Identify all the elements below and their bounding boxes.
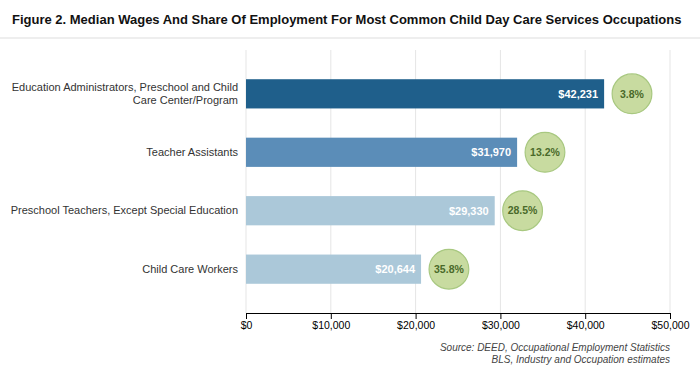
grid: [246, 50, 670, 313]
share-circle: [429, 249, 469, 289]
tick-label: $40,000: [567, 319, 605, 331]
chart: Figure 2. Median Wages And Share Of Empl…: [0, 0, 700, 375]
share-label: 3.8%: [620, 88, 645, 100]
tick: Education Administrators, Preschool and …: [12, 81, 238, 106]
share-circle: [525, 132, 565, 172]
title: Figure 2. Median Wages And Share Of Empl…: [12, 12, 681, 27]
tick-mark: [585, 313, 586, 319]
tick-mark: [331, 313, 332, 319]
data-label: $29,330: [449, 205, 489, 217]
share-circle: [612, 74, 652, 114]
share-circle: [503, 191, 543, 231]
tick-label: $30,000: [482, 319, 520, 331]
plot: $20,644 $29,330 $31,970 $42,231 35.8% 28.5% 13…: [11, 50, 690, 331]
labels: $20,644 $29,330 $31,970 $42,231 35.8% 28.5% 13…: [375, 88, 644, 276]
tick-label: Teacher Assistants: [146, 146, 238, 158]
x-axis: $0 $10,000 $20,000 $30,000 $40,000 $50,000: [241, 313, 690, 331]
data-label: $20,644: [375, 263, 416, 275]
share-label: 28.5%: [508, 204, 538, 216]
tick: $10,000: [312, 313, 350, 331]
tick: $0: [241, 313, 253, 331]
tick-mark: [416, 313, 417, 319]
tick-label: $10,000: [312, 319, 350, 331]
tick-label: $20,000: [397, 319, 435, 331]
tick-label: $0: [241, 319, 253, 331]
divider: [0, 38, 700, 39]
tick: Preschool Teachers, Except Special Educa…: [11, 204, 238, 216]
bar: [246, 255, 421, 284]
source: Source: DEED, Occupational Employment St…: [440, 342, 670, 365]
bar: [246, 138, 517, 167]
tick: Teacher Assistants: [146, 146, 238, 158]
tick-label: $50,000: [652, 319, 690, 331]
tick-label: Preschool Teachers, Except Special Educa…: [11, 204, 238, 216]
share-label: 35.8%: [434, 263, 464, 275]
data-label: $31,970: [471, 146, 511, 158]
tick: $40,000: [567, 313, 605, 331]
tick: Child Care Workers: [142, 263, 238, 275]
tick-mark: [500, 313, 501, 319]
tick: $30,000: [482, 313, 520, 331]
share-label: 13.2%: [530, 146, 560, 158]
tick: $50,000: [652, 313, 690, 331]
tick: $20,000: [397, 313, 435, 331]
bar: [246, 196, 495, 225]
tick-mark: [246, 313, 247, 319]
bar: [246, 79, 604, 108]
tick-label: Education Administrators, Preschool and …: [12, 81, 238, 106]
marks: [246, 74, 652, 289]
tick-label: Child Care Workers: [142, 263, 238, 275]
data-label: $42,231: [558, 88, 598, 100]
tick-mark: [670, 313, 671, 319]
grid-line: [670, 50, 671, 313]
axis-line: [247, 314, 671, 320]
y-axis: Child Care Workers Preschool Teachers, Ex…: [11, 81, 239, 275]
